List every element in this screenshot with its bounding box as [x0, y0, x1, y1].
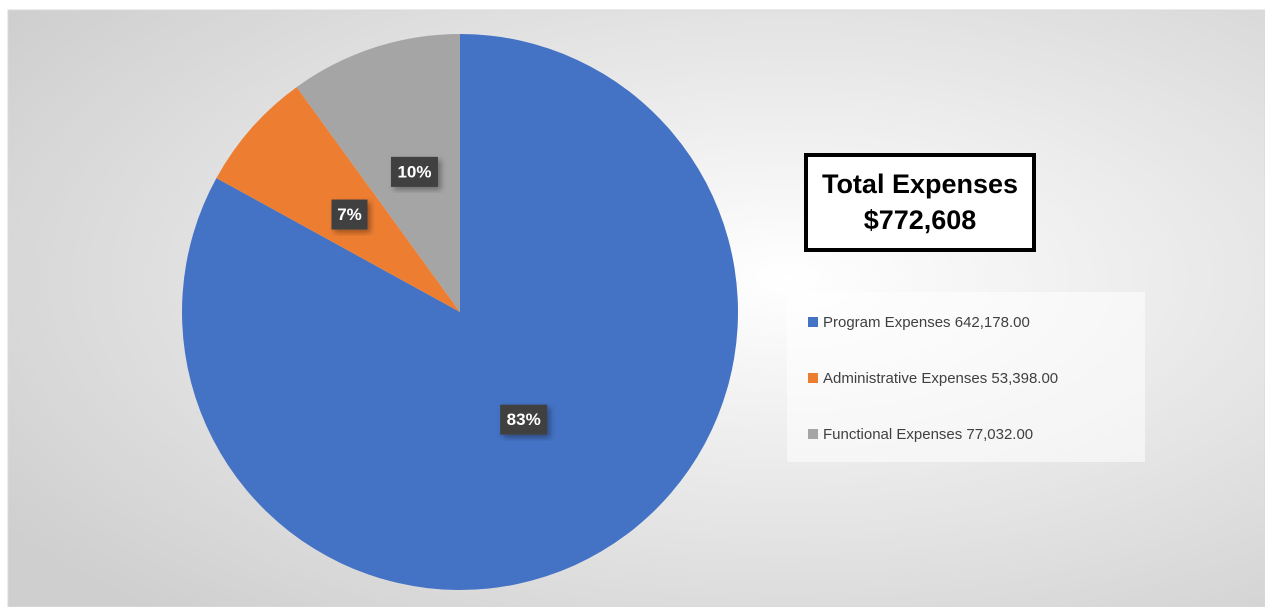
legend-label: Program Expenses 642,178.00: [823, 314, 1030, 331]
data-label: 10%: [397, 162, 431, 181]
data-label-box: [331, 199, 368, 230]
legend-label: Functional Expenses 77,032.00: [823, 426, 1033, 443]
chart-subtitle: $772,608: [864, 205, 977, 235]
legend-box: [787, 292, 1145, 462]
data-label: 7%: [337, 205, 362, 224]
legend-swatch: [808, 429, 818, 439]
data-label-box: [500, 404, 548, 435]
pie-slice: [182, 34, 738, 590]
pie-slice: [216, 87, 460, 312]
pie-slice: [296, 34, 460, 312]
legend-label: Administrative Expenses 53,398.00: [823, 370, 1058, 387]
legend-swatch: [808, 373, 818, 383]
legend-swatch: [808, 317, 818, 327]
data-label-box: [390, 156, 438, 187]
data-label: 83%: [507, 410, 541, 429]
chart-title: Total Expenses: [822, 169, 1018, 199]
total-box: [804, 153, 1036, 252]
